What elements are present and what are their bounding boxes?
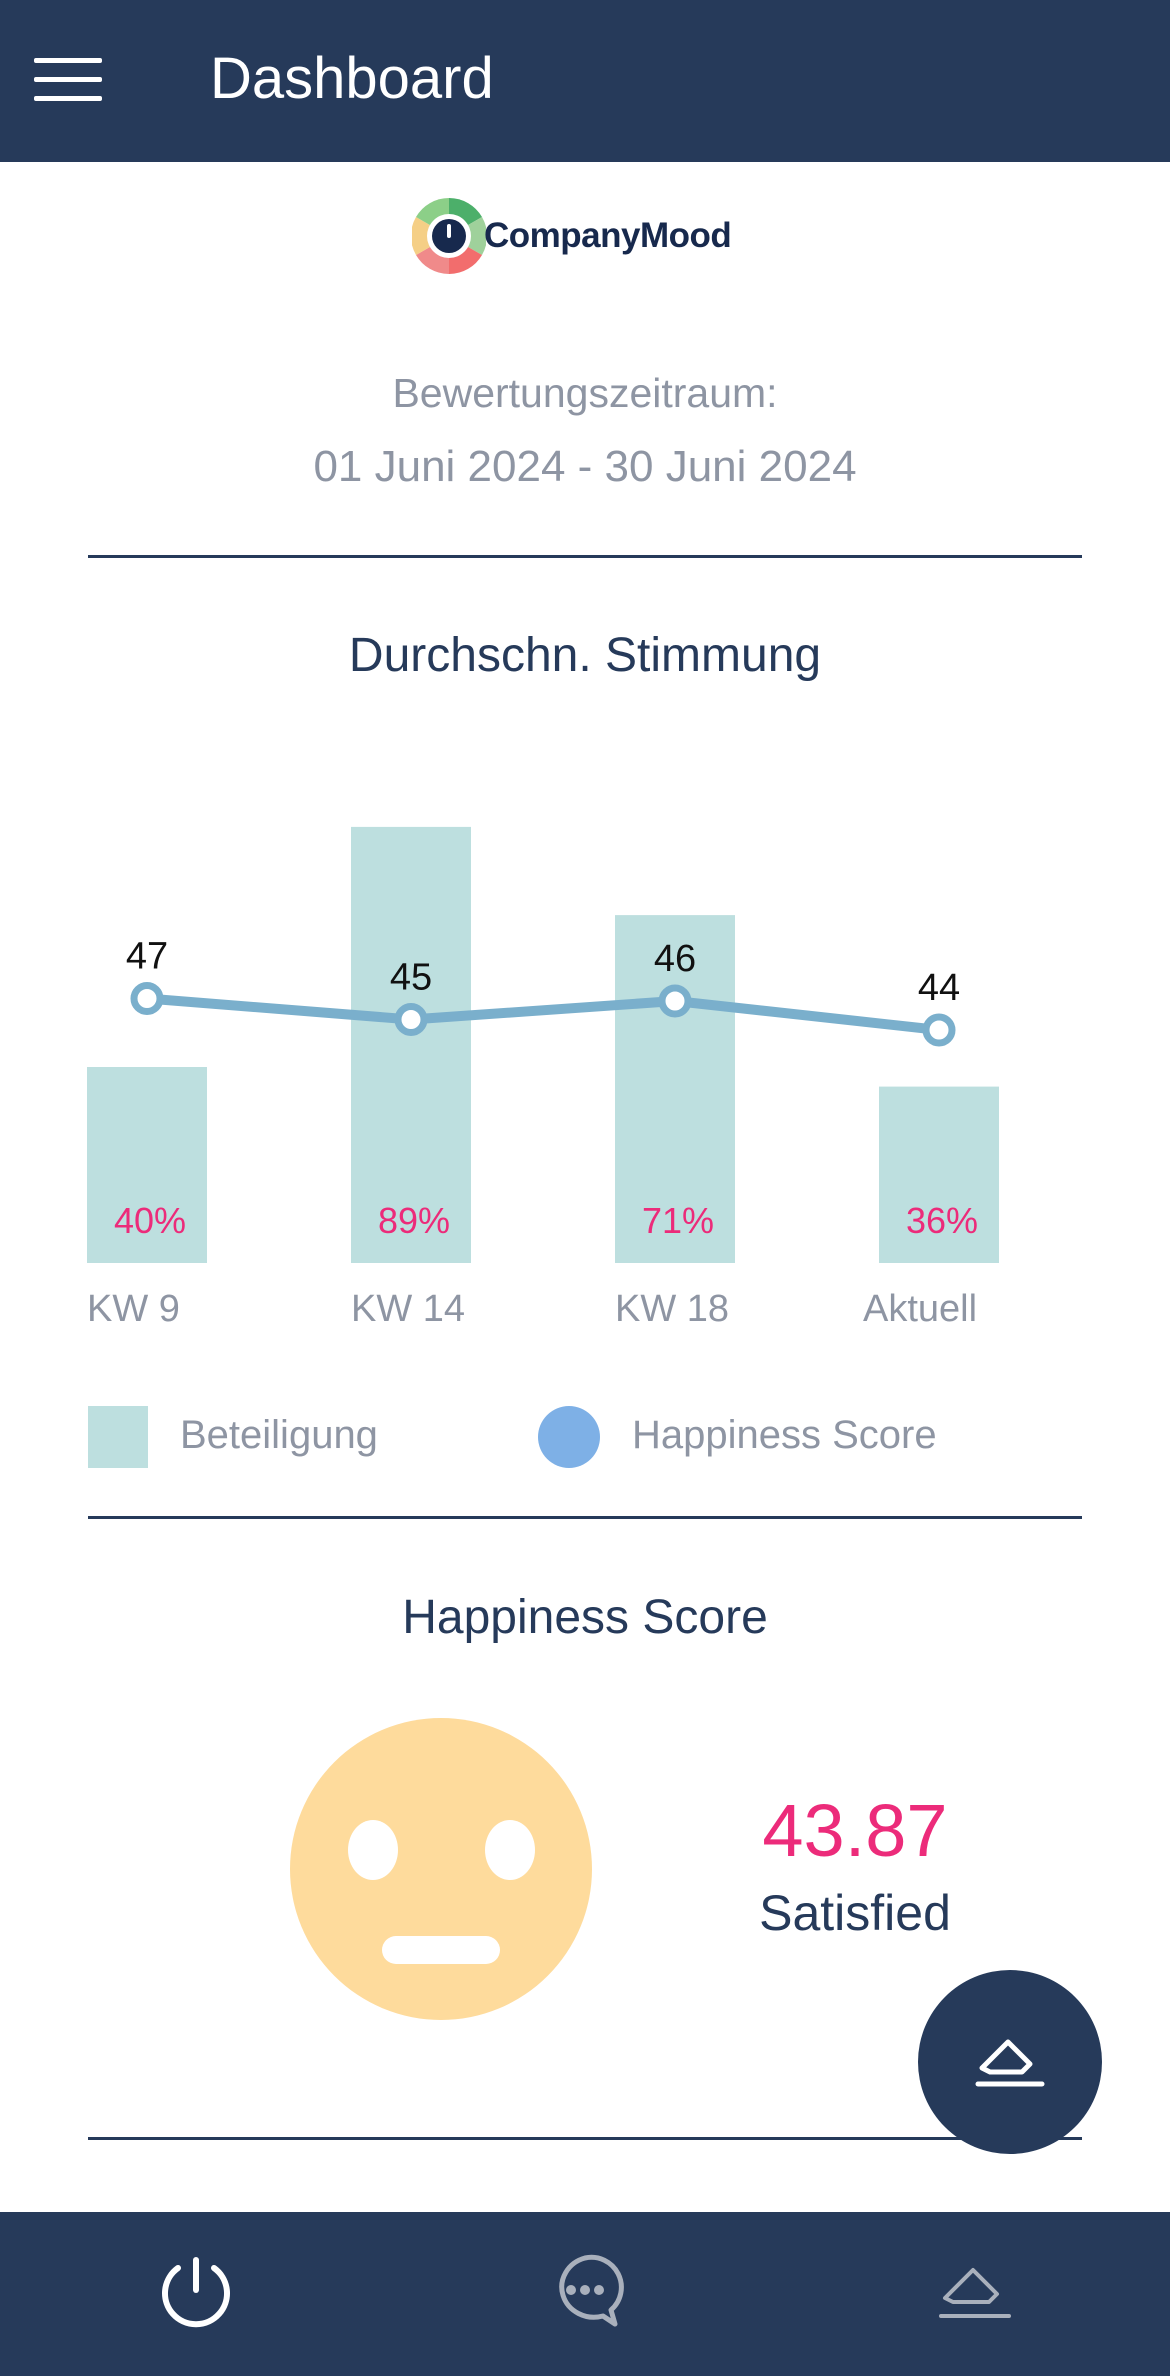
line-point-3 [922,1013,956,1047]
line-value-label-1: 45 [390,957,432,999]
x-tick-label-2: KW 18 [615,1288,729,1330]
nav-chat[interactable] [545,2250,625,2330]
legend-swatch-happiness [538,1406,600,1468]
page-title: Dashboard [210,46,494,111]
chart-bar-0 [87,1067,207,1263]
divider [88,555,1082,558]
line-value-label-3: 44 [918,967,960,1009]
happiness-score-value: 43.87 [762,1789,948,1872]
top-bar: Dashboard [0,0,1170,162]
bar-value-label-1: 89% [378,1200,450,1241]
bar-value-label-0: 40% [114,1200,186,1241]
mood-gauge-logo-icon [412,197,486,275]
legend-label-happiness: Happiness Score [632,1413,937,1457]
nav-dashboard[interactable] [156,2250,236,2330]
mood-section-title: Durchschn. Stimmung [348,629,822,682]
period-label: Bewertungszeitraum: [392,370,778,416]
chart-bar-1 [351,826,471,1263]
eraser-icon [939,2268,1011,2318]
happiness-status-label: Satisfied [759,1885,951,1941]
line-point-1 [394,1003,428,1036]
company-logo: CompanyMood [412,194,762,284]
neutral-face-icon [290,1718,592,2020]
chart-bar-3 [879,1086,999,1263]
feedback-fab-button[interactable] [918,1970,1102,2154]
hamburger-menu-icon[interactable] [34,58,102,102]
x-tick-label-1: KW 14 [351,1288,465,1330]
power-dashboard-icon [162,2257,230,2328]
logo-text: CompanyMood [484,216,732,255]
period-range: 01 Juni 2024 - 30 Juni 2024 [313,442,857,491]
legend-swatch-beteiligung [88,1406,148,1468]
line-value-label-2: 46 [654,938,696,980]
x-tick-label-0: KW 9 [87,1288,180,1330]
happiness-section-title: Happiness Score [402,1591,768,1644]
line-value-label-0: 47 [126,936,168,978]
line-point-0 [130,982,164,1015]
happiness-score-line [142,993,944,1035]
divider [88,1516,1082,1519]
eraser-icon [975,2039,1045,2087]
bar-value-label-3: 36% [906,1200,978,1241]
bar-value-label-2: 71% [642,1200,714,1241]
nav-feedback[interactable] [935,2250,1015,2330]
x-tick-label-3: Aktuell [863,1288,977,1330]
divider [88,2137,1082,2140]
line-point-2 [658,984,692,1018]
chat-bubble-icon [559,2254,624,2327]
mood-chart: 40% 89% 71% 36% KW 9 KW 14 KW 18 Aktuell 47 45 46 4… [87,826,999,1330]
legend-label-beteiligung: Beteiligung [180,1413,378,1457]
chart-bar-2 [615,915,735,1263]
bottom-navigation [0,2212,1170,2376]
